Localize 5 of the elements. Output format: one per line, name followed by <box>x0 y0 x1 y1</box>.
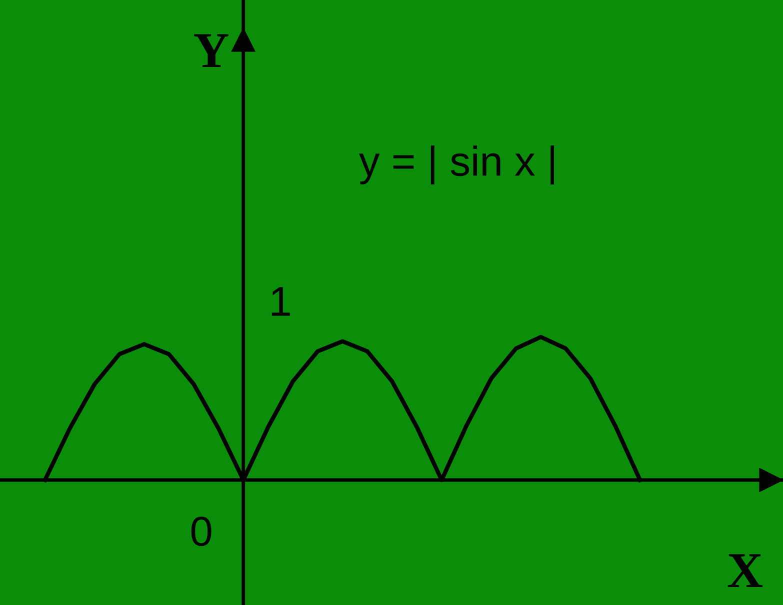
text: 0 <box>191 516 212 546</box>
chart-title: y = | sin x | <box>359 145 554 185</box>
text: Y <box>194 34 228 68</box>
text: 1 <box>272 287 290 316</box>
x-axis-title: X <box>728 554 762 588</box>
